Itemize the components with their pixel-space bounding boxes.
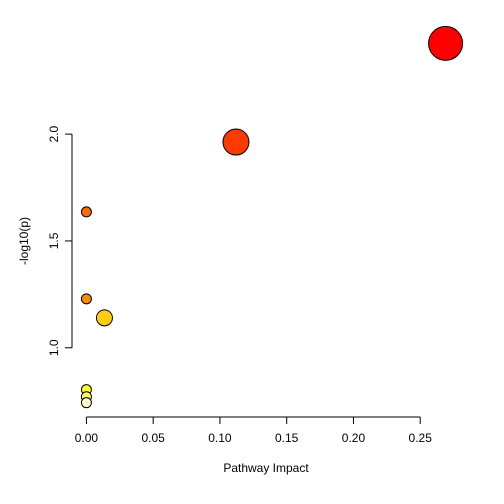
- y-tick-label: 1.0: [47, 339, 61, 356]
- x-tick-label: 0.10: [208, 431, 232, 445]
- x-tick-label: 0.20: [342, 431, 366, 445]
- y-axis-label: -log10(p): [17, 217, 31, 265]
- x-tick-label: 0.00: [75, 431, 99, 445]
- y-tick-label: 2.0: [47, 125, 61, 142]
- y-tick-label: 1.5: [47, 232, 61, 249]
- x-tick-label: 0.15: [275, 431, 299, 445]
- bubble: [80, 397, 92, 409]
- bubble: [222, 128, 250, 156]
- bubble: [80, 206, 92, 218]
- bubble: [80, 293, 92, 305]
- x-tick-label: 0.25: [409, 431, 433, 445]
- x-axis-label: Pathway Impact: [223, 461, 309, 475]
- bubble: [95, 309, 113, 327]
- bubble: [428, 25, 464, 61]
- x-tick-label: 0.05: [141, 431, 165, 445]
